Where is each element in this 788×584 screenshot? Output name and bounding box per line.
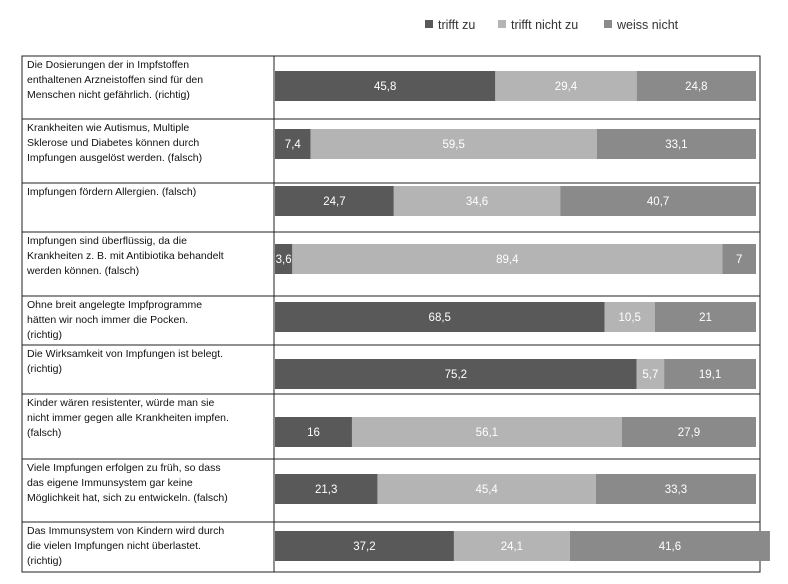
bar-segment-1 (275, 302, 605, 332)
data-label: 16 (307, 427, 320, 439)
category-label: Kinder wären resistenter, würde man sie (27, 397, 214, 409)
category-label: Krankheiten wie Autismus, Multiple (27, 122, 189, 134)
bar-segment-3 (654, 302, 756, 332)
bar-segment-3 (596, 129, 756, 159)
category-label: das eigene Immunsystem gar keine (27, 477, 193, 489)
data-label: 24,8 (685, 81, 707, 93)
category-label: Impfungen ausgelöst werden. (falsch) (27, 152, 202, 164)
category-label: Impfungen sind überflüssig, da die (27, 235, 187, 247)
data-label: 7 (736, 254, 742, 266)
category-label: Menschen nicht gefährlich. (richtig) (27, 89, 190, 101)
bar-segment-3 (621, 417, 756, 447)
category-label: die vielen Impfungen nicht überlastet. (27, 540, 201, 552)
bar-segment-2 (453, 531, 570, 561)
bar-segment-1 (275, 186, 394, 216)
table-row: Krankheiten wie Autismus, Multiple Sklero… (27, 122, 756, 164)
data-label: 37,2 (353, 541, 375, 553)
table-row: Impfungen fördern Allergien. (falsch) 24,… (27, 186, 756, 216)
data-label: 19,1 (699, 369, 721, 381)
data-label: 89,4 (496, 254, 519, 266)
bar-segment-1 (275, 417, 352, 447)
bar-segment-1 (275, 359, 637, 389)
category-label: Impfungen fördern Allergien. (falsch) (27, 186, 196, 198)
bar-segment-3 (664, 359, 756, 389)
category-label: (falsch) (27, 427, 61, 439)
category-label: enthaltenen Arzneistoffen sind für den (27, 74, 203, 86)
table-row: Das Immunsystem von Kindern wird durch di… (27, 525, 770, 567)
legend: trifft zu trifft nicht zu weiss nicht (425, 18, 679, 32)
table-row: Die Dosierungen der in Impfstoffen enthal… (27, 59, 756, 101)
bar-segment-2 (292, 244, 723, 274)
data-label: 75,2 (445, 369, 467, 381)
table-row: Die Wirksamkeit von Impfungen ist belegt… (27, 348, 756, 389)
data-label: 33,3 (665, 484, 687, 496)
data-label: 7,4 (285, 139, 302, 151)
bar-segment-1 (275, 71, 496, 101)
bar-segment-2 (393, 186, 561, 216)
category-label: Krankheiten z. B. mit Antibiotika behand… (27, 250, 224, 262)
category-label: (richtig) (27, 363, 62, 375)
bar-segment-1 (275, 531, 454, 561)
table-frame (21, 55, 761, 573)
data-label: 10,5 (619, 312, 641, 324)
legend-swatch-3 (604, 20, 612, 28)
data-label: 45,8 (374, 81, 396, 93)
category-label: werden können. (falsch) (26, 265, 139, 277)
data-label: 68,5 (429, 312, 451, 324)
category-label: Das Immunsystem von Kindern wird durch (27, 525, 224, 537)
data-label: 45,4 (475, 484, 498, 496)
legend-label-2: trifft nicht zu (511, 18, 578, 32)
chart-table: Die Dosierungen der in Impfstoffen enthal… (21, 55, 770, 573)
data-label: 24,1 (501, 541, 523, 553)
bar-segment-2 (310, 129, 597, 159)
data-label: 21,3 (315, 484, 337, 496)
bar-segment-3 (722, 244, 756, 274)
legend-label-1: trifft zu (438, 18, 475, 32)
bar-segment-3 (636, 71, 756, 101)
bar-segment-2 (604, 302, 655, 332)
table-row: Viele Impfungen erfolgen zu früh, so das… (27, 462, 756, 504)
data-label: 27,9 (678, 427, 700, 439)
category-label: Die Dosierungen der in Impfstoffen (27, 59, 189, 71)
category-label: Sklerose und Diabetes können durch (27, 137, 199, 149)
bar-segment-2 (495, 71, 637, 101)
data-label: 34,6 (466, 196, 488, 208)
data-label: 56,1 (476, 427, 498, 439)
data-label: 59,5 (442, 139, 464, 151)
bar-segment-3 (595, 474, 756, 504)
data-label: 5,7 (642, 369, 658, 381)
table-row: Ohne breit angelegte Impfprogramme hätten… (27, 299, 756, 341)
bar-segment-3 (569, 531, 770, 561)
category-label: Die Wirksamkeit von Impfungen ist belegt… (27, 348, 223, 360)
bar-segment-2 (377, 474, 596, 504)
bar-segment-2 (636, 359, 665, 389)
data-label: 40,7 (647, 196, 669, 208)
bar-segment-3 (560, 186, 756, 216)
data-label: 29,4 (555, 81, 578, 93)
data-label: 24,7 (323, 196, 345, 208)
data-label: 21 (699, 312, 712, 324)
data-label: 33,1 (665, 139, 687, 151)
category-label: Möglichkeit hat, sich zu entwickeln. (fa… (27, 492, 228, 504)
category-label: Viele Impfungen erfolgen zu früh, so das… (27, 462, 221, 474)
category-label: hätten wir noch immer die Pocken. (27, 314, 188, 326)
data-label: 3,6 (276, 254, 292, 266)
bar-segment-1 (275, 244, 293, 274)
data-label: 41,6 (659, 541, 681, 553)
bar-segment-1 (275, 474, 378, 504)
bar-segment-1 (275, 129, 311, 159)
table-row: Impfungen sind überflüssig, da die Krankh… (26, 235, 756, 277)
bar-segment-2 (351, 417, 622, 447)
category-label: nicht immer gegen alle Krankheiten impfe… (27, 412, 229, 424)
category-label: Ohne breit angelegte Impfprogramme (27, 299, 202, 311)
table-row: Kinder wären resistenter, würde man sie n… (27, 397, 756, 447)
category-label: (richtig) (27, 555, 62, 567)
category-label: (richtig) (27, 329, 62, 341)
legend-swatch-2 (498, 20, 506, 28)
legend-swatch-1 (425, 20, 433, 28)
legend-label-3: weiss nicht (616, 18, 679, 32)
